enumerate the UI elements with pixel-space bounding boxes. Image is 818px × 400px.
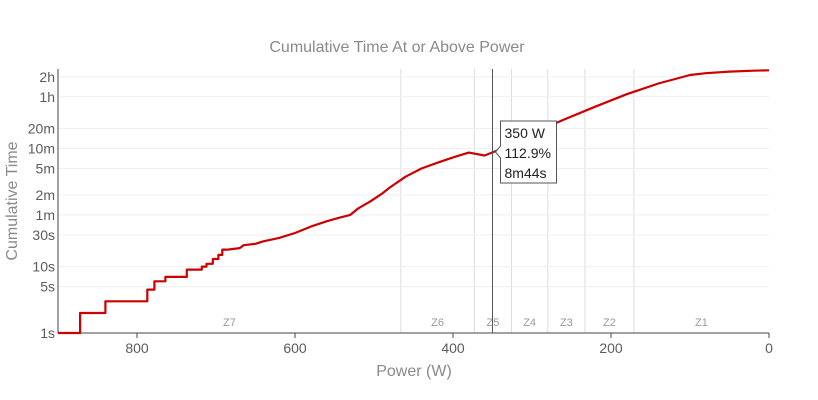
y-tick-label: 2h <box>39 69 55 85</box>
zones-layer: Z7Z6Z5Z4Z3Z2Z1 <box>223 69 708 333</box>
y-tick-label: 1s <box>40 325 55 341</box>
zone-label: Z7 <box>223 317 236 329</box>
zone-label: Z3 <box>560 317 573 329</box>
hover-layer[interactable]: 350 W 112.9% 8m44s <box>492 69 557 333</box>
series-layer <box>58 69 770 335</box>
hover-tooltip-text: 112.9% <box>505 145 551 161</box>
series-line <box>58 69 770 335</box>
y-tick-label: 1m <box>36 207 55 223</box>
y-tick-label: 5s <box>40 279 55 295</box>
y-tick-label: 10s <box>32 259 55 275</box>
x-tick-label: 600 <box>283 340 307 356</box>
chart-title: Cumulative Time At or Above Power <box>269 39 525 56</box>
y-tick-label: 5m <box>36 160 55 176</box>
y-axis-title: Cumulative Time <box>4 141 21 260</box>
x-tick-label: 0 <box>765 340 773 356</box>
hover-tooltip-text: 350 W <box>505 125 546 141</box>
y-tick-label: 30s <box>32 227 55 243</box>
y-tick-label: 2m <box>36 187 55 203</box>
hover-tooltip-text: 8m44s <box>505 165 547 181</box>
grid-layer <box>58 76 769 334</box>
hover-tooltip-box[interactable] <box>494 120 557 184</box>
zone-label: Z6 <box>431 317 444 329</box>
zone-label: Z2 <box>603 317 616 329</box>
axes-layer: 1s 5s 10s 30s 1m 2m 5m 10m 20m 1h 2h 800 600 400 200 0 <box>28 69 773 356</box>
y-tick-label: 20m <box>28 120 55 136</box>
y-tick-label: 1h <box>39 89 55 105</box>
x-tick-label: 800 <box>125 340 149 356</box>
x-axis-title: Power (W) <box>376 363 452 380</box>
x-tick-label: 200 <box>599 340 623 356</box>
zone-label: Z4 <box>523 317 536 329</box>
y-tick-label: 10m <box>28 140 55 156</box>
x-tick-label: 400 <box>441 340 465 356</box>
zone-label: Z1 <box>695 317 708 329</box>
